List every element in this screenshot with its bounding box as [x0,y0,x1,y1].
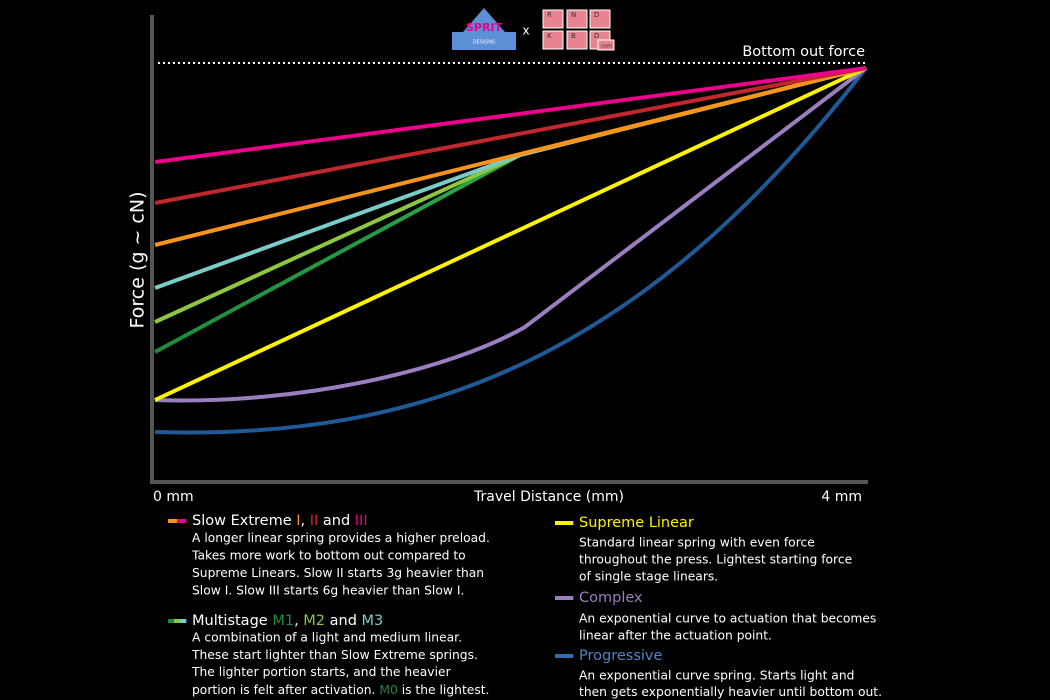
legend-description: Takes more work to bottom out compared t… [191,549,466,563]
legend-title-part: Progressive [579,648,662,664]
legend-title-part: I [296,513,300,529]
logo-triangle [463,8,505,32]
legend-title-part: M3 [362,613,384,629]
legend-description: portion is felt after activation. M0 is … [192,682,489,696]
legend-swatch [555,596,574,600]
x-axis-label: Travel Distance (mm) [473,489,624,505]
legend-swatch [174,619,181,623]
legend: Slow Extreme I, II and III A longer linea… [168,513,882,699]
legend-title: Complex [579,590,643,606]
legend-swatch [555,521,574,525]
legend-description: An exponential curve to actuation that b… [579,612,876,626]
logo-key [597,39,615,51]
logo-key-label: B [571,32,576,40]
legend-description: of single stage linears. [579,570,718,584]
logo-key [566,30,588,50]
logo: SPRIT DESIGNS x R N DK B D.com [452,8,615,51]
logo-key [566,9,588,29]
legend-swatch [168,619,175,623]
curves [154,66,868,435]
legend-description: An exponential curve spring. Starts ligh… [579,669,854,683]
legend-title-part: M2 [303,613,325,629]
logo-key-label: D [594,32,599,40]
logo-joiner: x [522,24,529,38]
logo-key-label: K [547,32,552,40]
logo-keys: R N DK B D.com [542,9,615,51]
legend-description: Slow I. Slow III starts 6g heavier than … [192,584,464,598]
legend-title-part: III [355,513,368,529]
logo-key-label: R [547,11,552,19]
logo-key-label: .com [600,44,612,50]
legend-title-part: and [325,613,362,629]
legend-title-part: Multistage [192,613,272,629]
curve-supreme-linear [154,66,867,402]
legend-title-part: , [294,613,303,629]
x-start-label: 0 mm [153,489,194,505]
curve-progressive [154,66,868,435]
legend-description: Standard linear spring with even force [579,536,815,550]
legend-description: A combination of a light and medium line… [192,631,462,645]
legend-title-part: , [301,513,310,529]
legend-title-part: M1 [272,613,294,629]
y-axis-label: Force (g ~ cN) [127,192,149,329]
curve-m3 [154,66,867,290]
logo-key-label: D [594,11,599,19]
logo-key [589,9,611,29]
legend-description-part: M0 [379,682,397,696]
legend-description: Supreme Linears. Slow II starts 3g heavi… [192,566,484,580]
legend-description: throughout the press. Lightest starting … [579,553,852,567]
logo-key-label: N [571,11,576,19]
logo-text: SPRIT [466,21,503,34]
curve-slow-2 [154,66,867,205]
legend-title-part: Complex [579,590,643,606]
legend-title-part: Supreme Linear [579,515,694,531]
legend-title-part: Slow Extreme [192,513,296,529]
legend-swatch [177,519,187,523]
curve-slow-1 [154,66,867,247]
legend-title-part: and [318,513,355,529]
curve-m2 [154,66,867,324]
legend-title: Multistage M1, M2 and M3 [192,613,383,629]
legend-swatch [168,519,178,523]
legend-title: Progressive [579,648,662,664]
legend-description-part: portion is felt after activation. [192,682,379,696]
logo-text: DESIGNS [473,40,495,46]
legend-description: The lighter portion starts, and the heav… [191,665,452,679]
curve-complex [154,66,868,403]
legend-description: then gets exponentially heavier until bo… [579,685,882,699]
legend-description-part: is the lightest. [398,682,490,696]
reference-label: Bottom out force [742,44,865,60]
legend-description: linear after the actuation point. [579,629,772,643]
legend-description: A longer linear spring provides a higher… [192,531,490,545]
logo-key [542,9,564,29]
legend-description: These start lighter than Slow Extreme sp… [191,648,478,662]
legend-title: Slow Extreme I, II and III [192,513,368,529]
legend-swatch [555,654,574,658]
logo-key [542,30,564,50]
curve-slow-3 [154,66,867,164]
legend-title-part: II [310,513,319,529]
legend-swatch [180,619,187,623]
logo-base [452,32,516,50]
legend-title: Supreme Linear [579,515,694,531]
x-end-label: 4 mm [821,489,862,505]
curve-m1 [154,66,867,354]
